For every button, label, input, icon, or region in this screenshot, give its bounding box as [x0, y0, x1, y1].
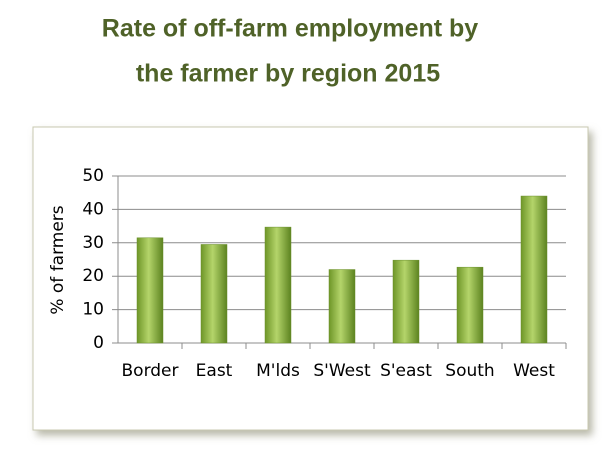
- chart-title: Rate of off-farm employment by: [102, 15, 479, 43]
- y-tick-label: 40: [82, 199, 104, 219]
- y-tick-label: 0: [93, 333, 104, 353]
- chart-frame: [32, 126, 589, 431]
- y-tick-label: 20: [82, 266, 104, 286]
- y-tick-label: 10: [82, 300, 104, 320]
- bar: [136, 237, 164, 344]
- bar: [456, 266, 484, 344]
- bar: [392, 259, 420, 344]
- bar: [520, 195, 548, 344]
- y-tick-label: 30: [82, 233, 104, 253]
- y-axis-title: % of farmers: [48, 205, 68, 314]
- x-tick-label: West: [513, 361, 555, 381]
- y-tick-label: 50: [82, 166, 104, 186]
- chart-title: the farmer by region 2015: [136, 60, 440, 88]
- x-tick-label: East: [196, 361, 233, 381]
- x-tick-label: Border: [122, 361, 179, 381]
- x-tick-label: S'West: [313, 361, 371, 381]
- x-tick-label: M'lds: [256, 361, 300, 381]
- x-tick-label: South: [445, 361, 494, 381]
- bar: [264, 226, 292, 344]
- x-tick-label: S'east: [380, 361, 432, 381]
- bar: [328, 269, 356, 344]
- bar: [200, 244, 228, 344]
